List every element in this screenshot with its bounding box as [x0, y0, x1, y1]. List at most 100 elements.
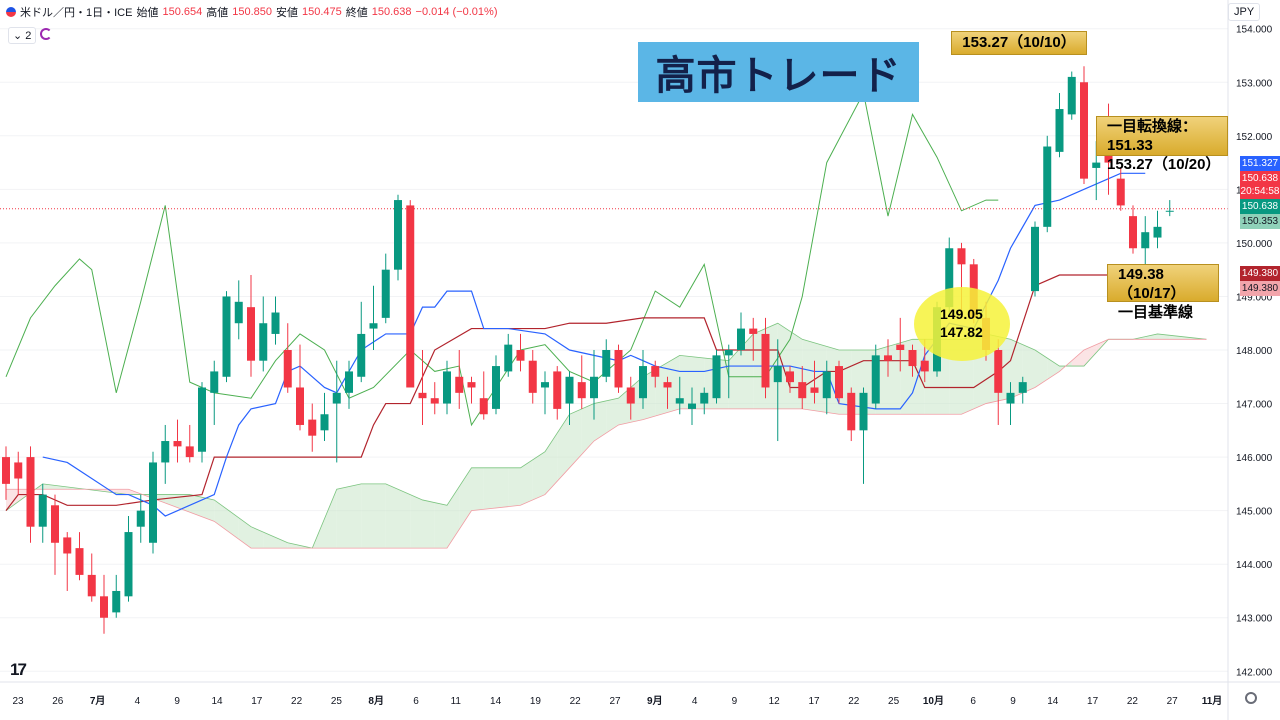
cloud-segment — [251, 526, 264, 549]
kijun-annotation: 149.38（10/17） 一目基準線 — [1107, 264, 1219, 321]
x-tick-label: 22 — [570, 696, 582, 707]
symbol-name[interactable]: 米ドル／円・1日・ICE — [20, 7, 133, 19]
candle-body — [185, 446, 194, 458]
x-tick-label: 10月 — [923, 695, 944, 707]
candle-body — [394, 200, 402, 270]
candle-body — [553, 371, 562, 409]
x-tick-label: 6 — [970, 696, 976, 707]
kijun-badge-1: 149.380 — [1240, 266, 1280, 281]
symbol-header: 米ドル／円・1日・ICE 始値 150.654 高値 150.850 安値 150.4… — [6, 4, 497, 20]
x-tick-label: 4 — [135, 696, 141, 707]
cloud-segment — [741, 333, 754, 409]
candle-body — [443, 371, 451, 404]
candle-body — [884, 355, 892, 361]
candle-body — [1116, 178, 1125, 206]
cloud-segment — [447, 486, 460, 549]
x-tick-label: 17 — [1087, 696, 1099, 707]
candle-body — [957, 248, 966, 265]
cloud-segment — [496, 467, 509, 508]
cloud-segment — [6, 489, 19, 511]
cloud-segment — [606, 398, 619, 433]
candle-body — [63, 537, 72, 554]
refresh-icon[interactable] — [40, 28, 52, 40]
currency-button[interactable]: JPY — [1228, 3, 1261, 21]
x-tick-label: 11 — [451, 696, 462, 707]
candle-body — [283, 350, 292, 388]
candle-body — [663, 382, 672, 388]
y-tick-label: 150.000 — [1236, 239, 1273, 250]
candle-body — [308, 419, 317, 436]
cloud-segment — [287, 542, 300, 549]
x-tick-label: 25 — [331, 696, 343, 707]
candle-body — [700, 392, 709, 404]
candle-body — [259, 323, 268, 361]
cloud-segment — [324, 489, 337, 549]
candle-body — [1006, 392, 1015, 404]
cloud-segment — [1047, 358, 1060, 380]
candle-body — [100, 596, 108, 618]
candle-body — [1043, 146, 1052, 227]
candle-body — [2, 457, 10, 484]
cloud-segment — [410, 494, 423, 549]
x-tick-label: 14 — [1047, 696, 1059, 707]
candle-body — [541, 382, 549, 388]
y-tick-label: 143.000 — [1236, 614, 1273, 625]
candle-body — [945, 248, 954, 308]
candle-body — [651, 366, 660, 377]
cloud-segment — [1035, 350, 1048, 388]
cloud-segment — [398, 489, 411, 549]
x-tick-label: 27 — [609, 696, 621, 707]
cloud-segment — [336, 486, 349, 549]
grid — [0, 28, 1228, 672]
circle-value-2: 147.82 — [940, 324, 983, 340]
candle-body — [112, 590, 121, 613]
candle-body — [920, 360, 929, 372]
settings-icon[interactable] — [1245, 692, 1257, 704]
cloud-segment — [1145, 333, 1158, 340]
x-tick-label: 14 — [211, 696, 223, 707]
x-tick-label: 17 — [251, 696, 263, 707]
y-tick-label: 154.000 — [1236, 25, 1273, 36]
candle-body — [712, 355, 721, 399]
cloud-segment — [238, 517, 251, 549]
cloud-segment — [532, 451, 545, 500]
candle-body — [675, 398, 684, 404]
cloud-segment — [594, 400, 607, 442]
candle-body — [896, 344, 905, 350]
candle-body — [835, 366, 843, 399]
chart-title-banner: 高市トレード — [638, 42, 919, 102]
kijun-line — [5, 274, 1146, 512]
candle-body — [467, 382, 476, 388]
span-b-line — [6, 338, 1207, 549]
y-tick-label: 153.000 — [1236, 78, 1273, 89]
candle-body — [455, 376, 464, 393]
y-tick-label: 146.000 — [1236, 453, 1273, 464]
span-badge: 150.353 — [1240, 214, 1280, 229]
flag-icon — [6, 7, 16, 17]
candle-body — [1055, 109, 1064, 152]
candle-body — [994, 350, 1003, 393]
candles — [2, 66, 1174, 634]
candle-body — [26, 457, 35, 527]
candle-body — [332, 392, 341, 404]
candle-body — [602, 350, 611, 377]
candle-body — [369, 323, 378, 329]
cloud-segment — [679, 355, 692, 409]
x-tick-label: 25 — [888, 696, 900, 707]
cloud-segment — [569, 408, 582, 468]
tradingview-logo[interactable]: 17 — [10, 660, 27, 679]
highlight-circle — [914, 287, 1010, 361]
cloud-segment — [1084, 344, 1097, 367]
candle-body — [320, 414, 329, 431]
candle-body — [124, 532, 133, 597]
candle-body — [418, 392, 427, 399]
indicator-toggle[interactable]: ⌄ 2 — [8, 27, 37, 44]
x-tick-label: 9 — [174, 696, 180, 707]
candle-body — [577, 382, 586, 399]
candle-body — [222, 296, 231, 377]
candle-body — [773, 366, 782, 383]
cloud-segment — [471, 467, 484, 511]
x-tick-label: 4 — [692, 696, 698, 707]
y-tick-label: 144.000 — [1236, 560, 1273, 571]
